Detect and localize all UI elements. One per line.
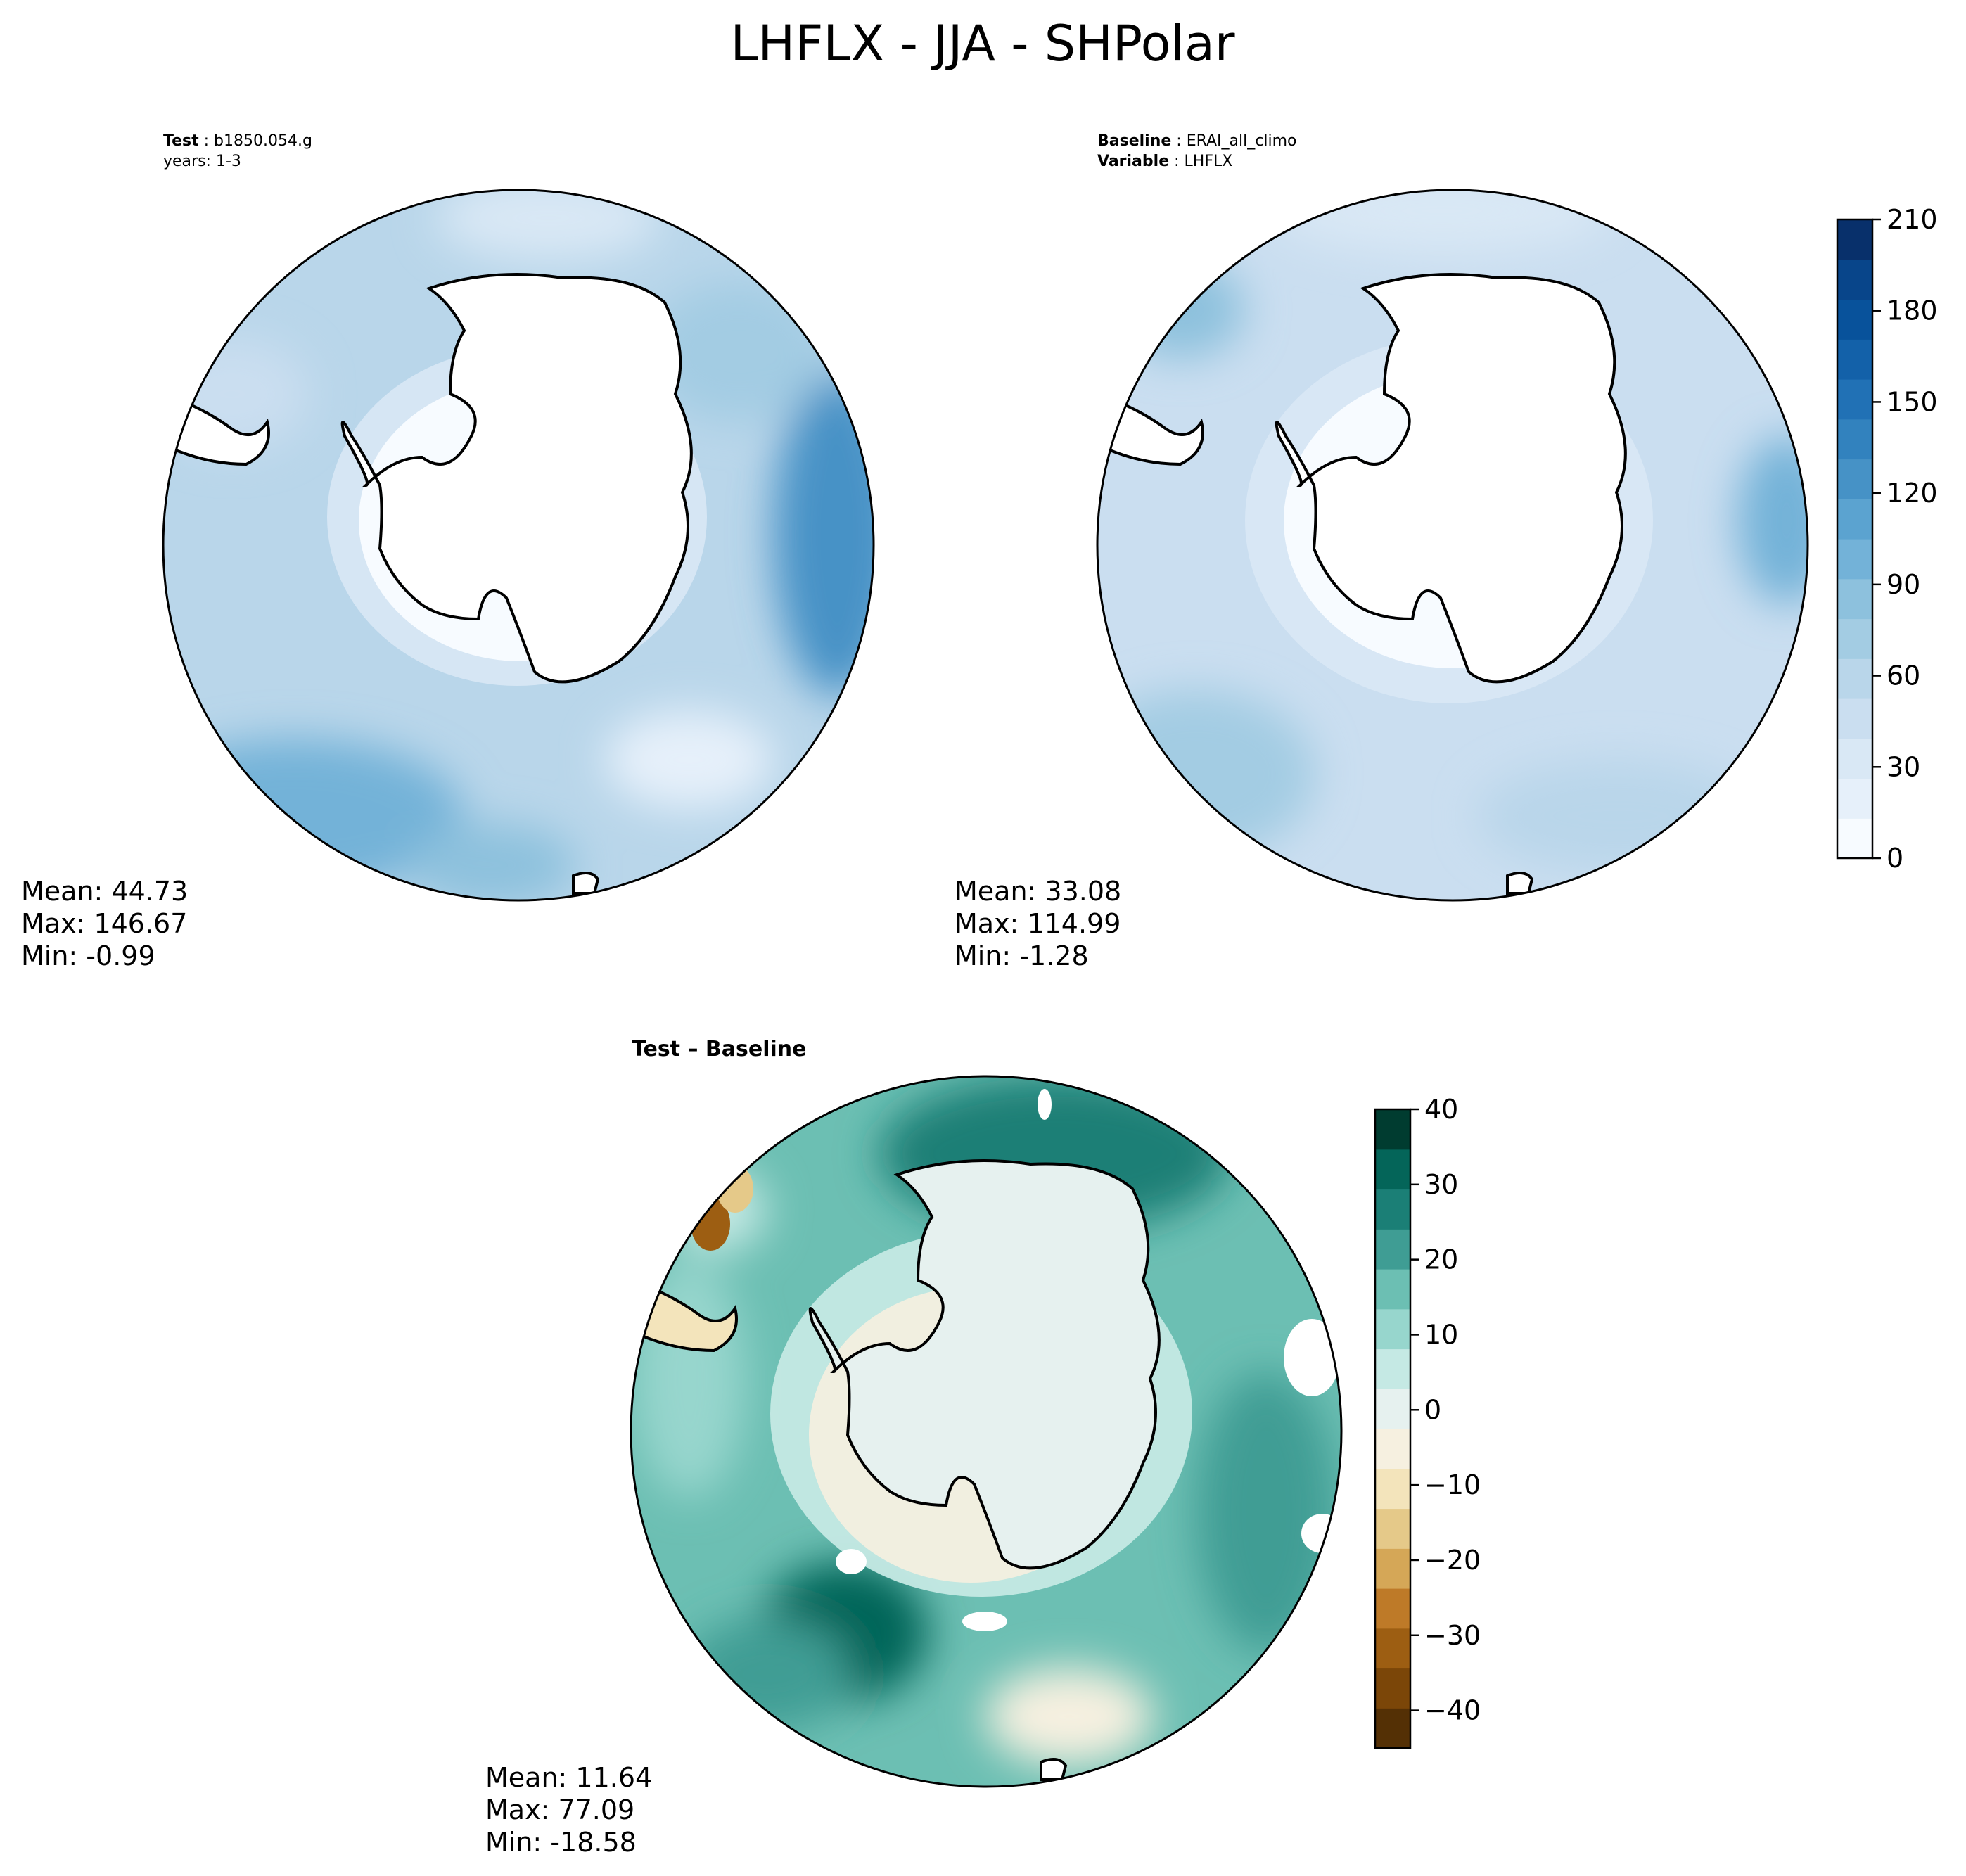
panel-baseline: Baseline : ERAI_all_climo Variable : LHF… bbox=[955, 132, 1938, 971]
blues-colorbar-tick-label: 60 bbox=[1887, 661, 1920, 691]
baseline-variable-label: Variable bbox=[1097, 153, 1169, 170]
blues-colorbar-tick-label: 0 bbox=[1887, 843, 1903, 874]
baseline-header: Baseline : ERAI_all_climo bbox=[1097, 132, 1296, 150]
baseline-stat-mean: Mean: 33.08 bbox=[955, 876, 1121, 907]
test-header-years: years: 1-3 bbox=[163, 153, 241, 170]
blues-colorbar-frame bbox=[1836, 218, 1874, 860]
test-stat-min: Min: -0.99 bbox=[21, 940, 155, 971]
brbg-colorbar-band bbox=[1375, 1389, 1410, 1429]
brbg-colorbar-tick-label: 40 bbox=[1424, 1094, 1458, 1125]
brbg-colorbar-tick-label: −10 bbox=[1424, 1469, 1481, 1500]
brbg-colorbar-band bbox=[1375, 1109, 1410, 1150]
blues-colorbar-band bbox=[1837, 658, 1872, 699]
baseline-antarctica-outline bbox=[1275, 273, 1627, 684]
test-header-separator: : bbox=[199, 132, 214, 150]
brbg-colorbar-frame bbox=[1374, 1108, 1412, 1749]
baseline-header-variable: Variable : LHFLX bbox=[1097, 153, 1232, 170]
test-island-outline bbox=[572, 872, 600, 895]
blues-colorbar-band bbox=[1837, 219, 1872, 260]
baseline-variable-separator: : bbox=[1169, 153, 1184, 170]
blues-colorbar-band bbox=[1837, 299, 1872, 340]
test-header: Test : b1850.054.g bbox=[163, 132, 312, 150]
test-header-label: Test bbox=[163, 132, 199, 150]
baseline-variable-value: LHFLX bbox=[1185, 153, 1233, 170]
test-map-boundary bbox=[162, 189, 875, 902]
baseline-stat-max: Max: 114.99 bbox=[955, 908, 1121, 939]
baseline-island-outline bbox=[1506, 872, 1534, 895]
figure-title: LHFLX - JJA - SHPolar bbox=[730, 15, 1234, 72]
brbg-colorbar-band bbox=[1375, 1548, 1410, 1589]
baseline-stat-min: Min: -1.28 bbox=[955, 940, 1089, 971]
difference-map-boundary bbox=[630, 1075, 1343, 1788]
baseline-header-case: ERAI_all_climo bbox=[1187, 132, 1297, 150]
blues-colorbar-tick-label: 150 bbox=[1887, 386, 1938, 417]
panel-difference: Test – Baseline bbox=[485, 1037, 1481, 1858]
brbg-colorbar-band bbox=[1375, 1308, 1410, 1350]
test-map-field bbox=[163, 190, 874, 900]
brbg-colorbar-band bbox=[1375, 1708, 1410, 1749]
brbg-colorbar-tick-label: 10 bbox=[1424, 1319, 1458, 1350]
brbg-colorbar-tick-label: 0 bbox=[1424, 1394, 1441, 1425]
blues-colorbar-band bbox=[1837, 419, 1872, 460]
difference-stat-mean: Mean: 11.64 bbox=[485, 1762, 652, 1793]
blues-colorbar-band bbox=[1837, 539, 1872, 580]
test-stat-mean: Mean: 44.73 bbox=[21, 876, 188, 907]
brbg-colorbar-band bbox=[1375, 1229, 1410, 1270]
difference-antarctica-outline bbox=[808, 1159, 1161, 1570]
blues-colorbar-band bbox=[1837, 778, 1872, 819]
blues-colorbar-band bbox=[1837, 578, 1872, 620]
blues-colorbar-band bbox=[1837, 459, 1872, 499]
blues-colorbar-tick-label: 210 bbox=[1887, 204, 1938, 235]
blues-colorbar: 0 30 60 90 120 150 180 210 bbox=[1836, 204, 1938, 874]
baseline-map-field bbox=[1097, 190, 1808, 900]
difference-map-field bbox=[631, 1076, 1341, 1787]
brbg-colorbar-tick-label: −30 bbox=[1424, 1620, 1481, 1651]
brbg-colorbar-tick-label: −20 bbox=[1424, 1545, 1481, 1576]
brbg-colorbar-band bbox=[1375, 1668, 1410, 1709]
blues-colorbar-band bbox=[1837, 698, 1872, 739]
difference-stat-max: Max: 77.09 bbox=[485, 1794, 634, 1825]
brbg-colorbar-band bbox=[1375, 1628, 1410, 1669]
blues-colorbar-band bbox=[1837, 738, 1872, 779]
brbg-colorbar-band bbox=[1375, 1429, 1410, 1469]
baseline-header-label: Baseline bbox=[1097, 132, 1171, 150]
blues-colorbar-band bbox=[1837, 339, 1872, 380]
brbg-colorbar-tick-label: −40 bbox=[1424, 1695, 1481, 1726]
brbg-colorbar-tick-label: 20 bbox=[1424, 1244, 1458, 1275]
panel-test: Test : b1850.054.g years: 1-3 Mean: 44.7… bbox=[21, 132, 875, 971]
brbg-colorbar: −40 −30 −20 −10 0 10 20 30 40 bbox=[1374, 1094, 1481, 1749]
blues-colorbar-tick-label: 180 bbox=[1887, 295, 1938, 326]
blues-colorbar-band bbox=[1837, 618, 1872, 659]
brbg-colorbar-tick-label: 30 bbox=[1424, 1169, 1458, 1200]
baseline-map-boundary bbox=[1096, 189, 1809, 902]
brbg-colorbar-band bbox=[1375, 1348, 1410, 1389]
blues-colorbar-tick-label: 120 bbox=[1887, 478, 1938, 509]
brbg-colorbar-band bbox=[1375, 1269, 1410, 1310]
brbg-colorbar-band bbox=[1375, 1468, 1410, 1510]
blues-colorbar-band bbox=[1837, 818, 1872, 859]
baseline-header-separator: : bbox=[1171, 132, 1186, 150]
test-stat-max: Max: 146.67 bbox=[21, 908, 187, 939]
blues-colorbar-band bbox=[1837, 499, 1872, 540]
blues-colorbar-band bbox=[1837, 379, 1872, 420]
blues-colorbar-tick-label: 90 bbox=[1887, 569, 1920, 600]
difference-header: Test – Baseline bbox=[632, 1037, 807, 1061]
brbg-colorbar-band bbox=[1375, 1149, 1410, 1190]
brbg-colorbar-band bbox=[1375, 1189, 1410, 1230]
brbg-colorbar-band bbox=[1375, 1588, 1410, 1629]
test-header-case: b1850.054.g bbox=[214, 132, 312, 150]
blues-colorbar-band bbox=[1837, 259, 1872, 300]
brbg-colorbar-band bbox=[1375, 1508, 1410, 1549]
test-antarctica-outline bbox=[340, 273, 693, 684]
difference-stat-min: Min: -18.58 bbox=[485, 1827, 637, 1858]
difference-island-outline bbox=[1040, 1758, 1068, 1781]
blues-colorbar-tick-label: 30 bbox=[1887, 751, 1920, 782]
